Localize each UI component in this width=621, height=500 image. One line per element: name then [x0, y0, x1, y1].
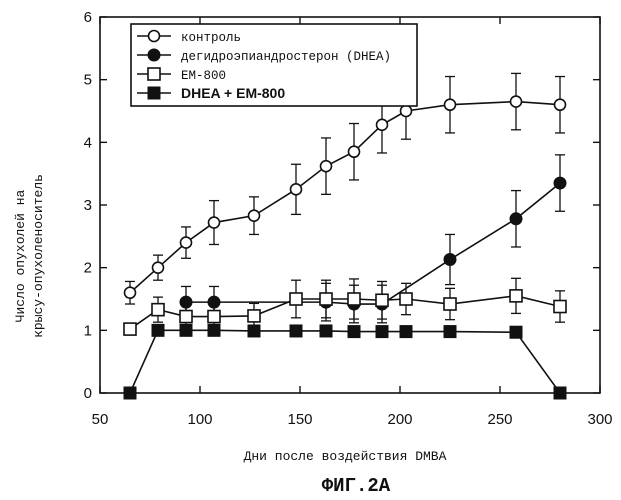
series-layer [124, 73, 566, 399]
data-point [510, 213, 522, 225]
data-point [153, 262, 164, 273]
data-point [181, 237, 192, 248]
data-point [445, 99, 456, 110]
series-1 [125, 73, 566, 304]
data-point [377, 119, 388, 130]
data-point [208, 311, 220, 323]
data-point [444, 254, 456, 266]
legend-marker [148, 68, 160, 80]
y-axis-title-line-2: крысу-опухоленоситель [31, 174, 46, 338]
y-tick-label: 0 [84, 385, 92, 402]
legend-label: контроль [181, 31, 241, 45]
x-tick-label: 300 [587, 411, 612, 428]
data-point [510, 326, 522, 338]
y-tick-label: 2 [84, 260, 92, 277]
y-tick-label: 6 [84, 9, 92, 26]
data-point [321, 161, 332, 172]
series-line [130, 102, 560, 293]
data-point [248, 325, 260, 337]
series-line [130, 296, 560, 329]
legend-label: EM-800 [181, 69, 226, 83]
legend-marker [149, 31, 160, 42]
data-point [400, 293, 412, 305]
chart: 50 100 150 200 250 300 0 1 2 3 4 5 6 контроль дегидр… [0, 0, 621, 500]
data-point [555, 99, 566, 110]
y-tick-label: 4 [84, 134, 92, 151]
data-point [249, 210, 260, 221]
data-point [152, 304, 164, 316]
data-point [554, 177, 566, 189]
data-point [320, 325, 332, 337]
x-axis-title: Дни после воздействия DMBA [244, 449, 447, 464]
figure-caption: ФИГ.2А [322, 475, 391, 497]
data-point [209, 217, 220, 228]
y-axis-title-line-1: Число опухолей на [13, 189, 28, 322]
x-tick-label: 250 [487, 411, 512, 428]
data-point [510, 290, 522, 302]
data-point [152, 324, 164, 336]
data-point [124, 387, 136, 399]
data-point [320, 293, 332, 305]
data-point [376, 326, 388, 338]
legend-marker [148, 49, 160, 61]
data-point [444, 298, 456, 310]
x-tick-label: 200 [387, 411, 412, 428]
y-tick-label: 1 [84, 322, 92, 339]
legend-label: дегидроэпиандростерон (DHEA) [181, 50, 391, 64]
legend-item: EM-800 [137, 68, 226, 83]
data-point [376, 294, 388, 306]
series-line [186, 183, 560, 304]
data-point [248, 310, 260, 322]
legend-marker [148, 87, 160, 99]
data-point [180, 311, 192, 323]
series-line [130, 330, 560, 393]
legend-item: DHEA + EM-800 [137, 85, 285, 101]
data-point [290, 325, 302, 337]
x-tick-label: 100 [187, 411, 212, 428]
y-tick-label: 5 [84, 72, 92, 89]
data-point [125, 287, 136, 298]
data-point [348, 326, 360, 338]
data-point [400, 326, 412, 338]
data-point [349, 146, 360, 157]
y-tick-label: 3 [84, 197, 92, 214]
data-point [444, 326, 456, 338]
data-point [180, 324, 192, 336]
y-axis-title: Число опухолей на крысу-опухоленоситель [13, 174, 46, 338]
data-point [554, 387, 566, 399]
data-point [401, 106, 412, 117]
x-tick-label: 50 [92, 411, 109, 428]
legend: контроль дегидроэпиандростерон (DHEA) EM-8… [131, 24, 417, 106]
legend-label: DHEA + EM-800 [181, 85, 285, 101]
x-tick-label: 150 [287, 411, 312, 428]
data-point [208, 324, 220, 336]
data-point [290, 293, 302, 305]
data-point [554, 301, 566, 313]
data-point [348, 293, 360, 305]
data-point [124, 323, 136, 335]
data-point [511, 96, 522, 107]
data-point [291, 184, 302, 195]
